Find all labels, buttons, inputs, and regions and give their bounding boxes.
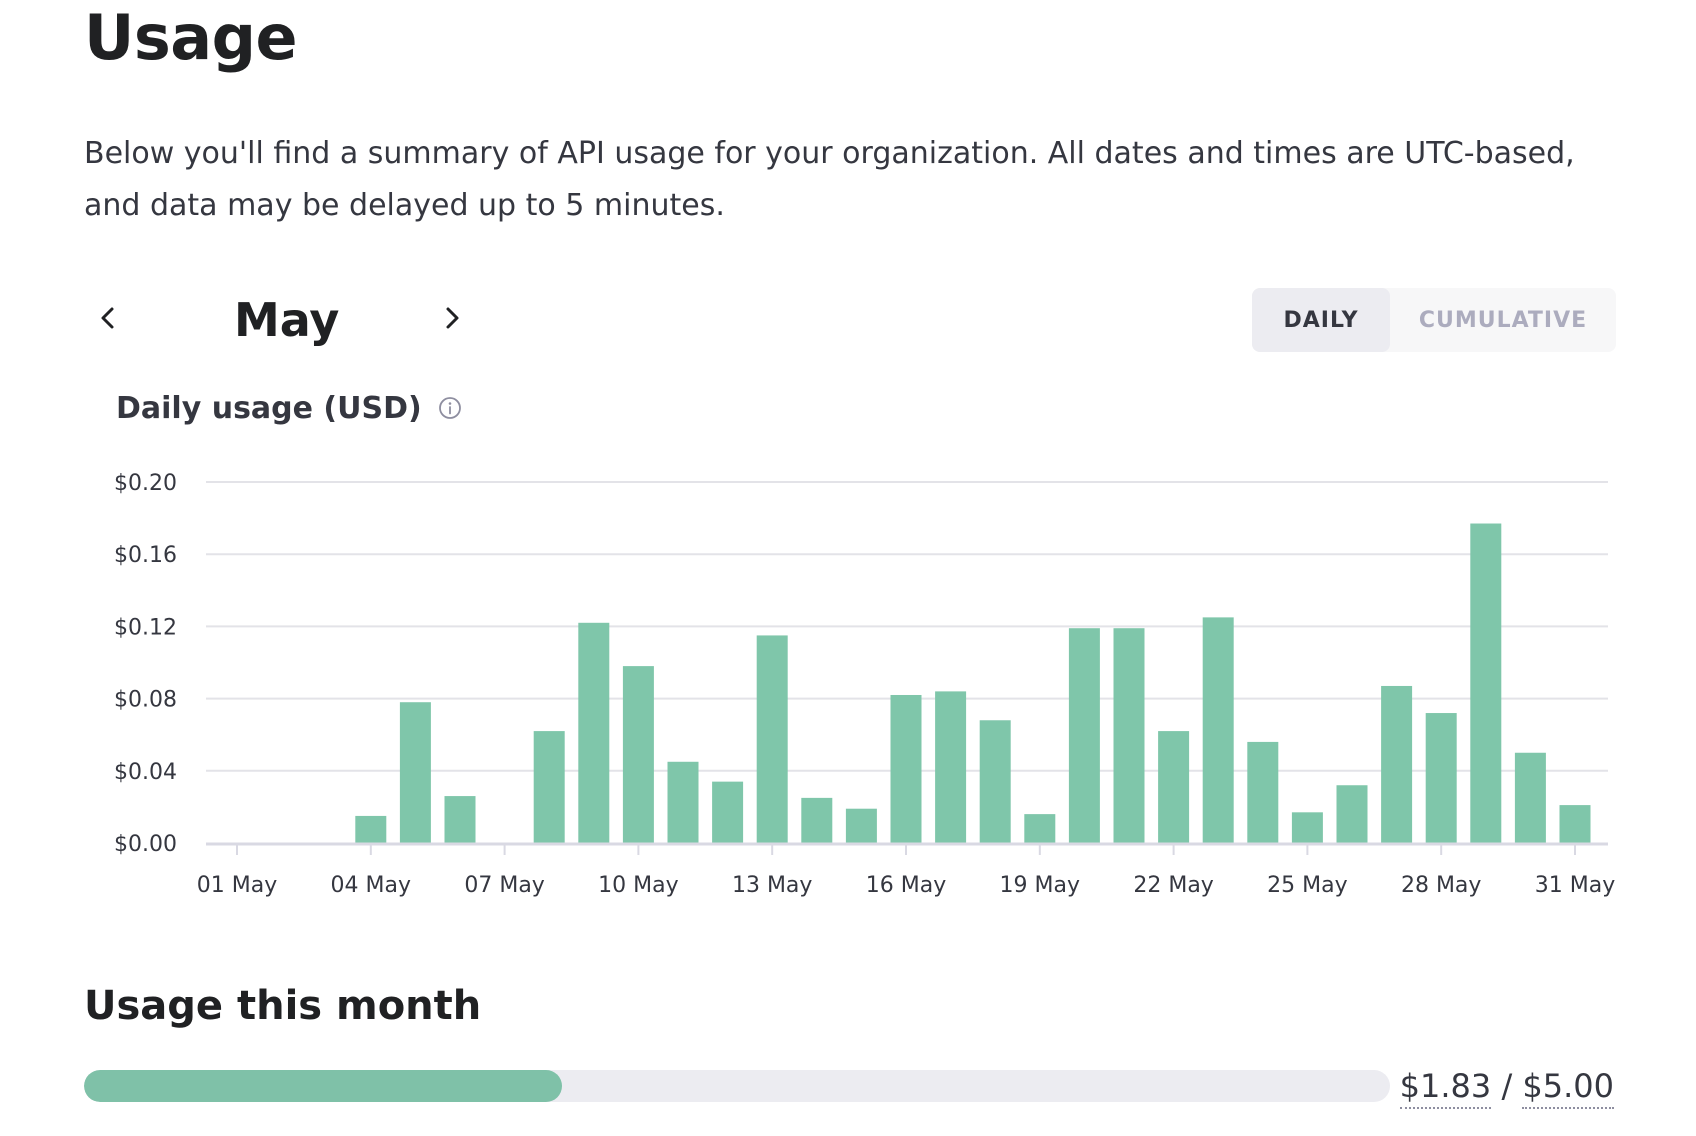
- x-tick-label: 01 May: [197, 873, 277, 898]
- bar[interactable]: [1291, 812, 1323, 843]
- chevron-left-icon: [94, 304, 122, 336]
- y-tick-label: $0.20: [114, 471, 177, 496]
- x-tick-label: 19 May: [1000, 873, 1080, 898]
- bar[interactable]: [890, 694, 922, 843]
- bar[interactable]: [1336, 785, 1368, 843]
- bar[interactable]: [1381, 685, 1413, 843]
- bar[interactable]: [1425, 713, 1457, 843]
- y-tick-label: $0.12: [114, 615, 177, 640]
- bar[interactable]: [578, 622, 610, 843]
- bar[interactable]: [622, 666, 654, 843]
- x-tick-label: 13 May: [732, 873, 812, 898]
- usage-amount: $1.83 / $5.00: [1399, 1064, 1614, 1109]
- bar[interactable]: [444, 796, 476, 843]
- usage-limit-amount[interactable]: $5.00: [1522, 1067, 1614, 1109]
- bar[interactable]: [399, 702, 431, 843]
- bar[interactable]: [533, 731, 565, 843]
- bar[interactable]: [756, 635, 788, 843]
- x-tick-label: 25 May: [1267, 873, 1347, 898]
- bar[interactable]: [667, 761, 699, 843]
- page-description: Below you'll find a summary of API usage…: [84, 136, 1575, 223]
- usage-month-heading: Usage this month: [84, 983, 482, 1029]
- usage-progress-bar: [84, 1070, 1390, 1102]
- view-toggle: DAILY CUMULATIVE: [1252, 288, 1616, 352]
- bar[interactable]: [1514, 752, 1546, 843]
- bar[interactable]: [1068, 628, 1100, 843]
- x-tick-label: 07 May: [464, 873, 544, 898]
- bar[interactable]: [801, 797, 833, 843]
- y-tick-label: $0.16: [114, 543, 177, 568]
- bar[interactable]: [355, 815, 387, 843]
- bar[interactable]: [1202, 617, 1234, 843]
- bar[interactable]: [1470, 523, 1502, 843]
- bar[interactable]: [845, 808, 877, 843]
- usage-separator: /: [1491, 1067, 1523, 1105]
- info-icon[interactable]: [438, 396, 462, 420]
- y-tick-label: $0.00: [114, 832, 177, 857]
- bar[interactable]: [1158, 731, 1190, 843]
- month-navigator: May: [84, 284, 484, 356]
- previous-month-button[interactable]: [84, 296, 132, 344]
- cumulative-toggle-button[interactable]: CUMULATIVE: [1418, 307, 1588, 333]
- next-month-button[interactable]: [428, 296, 476, 344]
- bar[interactable]: [1247, 741, 1279, 843]
- x-tick-label: 10 May: [598, 873, 678, 898]
- chart-header: Daily usage (USD): [116, 384, 462, 432]
- usage-progress-fill: [84, 1070, 562, 1102]
- daily-toggle-button[interactable]: DAILY: [1252, 288, 1390, 352]
- page-title: Usage: [84, 1, 298, 74]
- x-tick-label: 28 May: [1401, 873, 1481, 898]
- chevron-right-icon: [438, 304, 466, 336]
- bar[interactable]: [935, 691, 967, 843]
- usage-used-amount[interactable]: $1.83: [1399, 1067, 1492, 1109]
- bar[interactable]: [1559, 805, 1591, 843]
- chart-title: Daily usage (USD): [116, 390, 422, 426]
- x-tick-label: 04 May: [331, 873, 411, 898]
- x-tick-label: 22 May: [1133, 873, 1213, 898]
- x-tick-label: 16 May: [866, 873, 946, 898]
- y-tick-label: $0.04: [114, 760, 177, 785]
- bar[interactable]: [1024, 814, 1056, 843]
- y-tick-label: $0.08: [114, 688, 177, 713]
- bar[interactable]: [979, 720, 1011, 843]
- month-label: May: [234, 293, 340, 347]
- daily-usage-chart: $0.00 $0.04 $0.08 $0.12 $0.16 $0.20 01 May 04 M…: [114, 471, 1615, 898]
- x-tick-label: 31 May: [1535, 873, 1615, 898]
- bar[interactable]: [712, 781, 744, 843]
- bar[interactable]: [1113, 628, 1145, 843]
